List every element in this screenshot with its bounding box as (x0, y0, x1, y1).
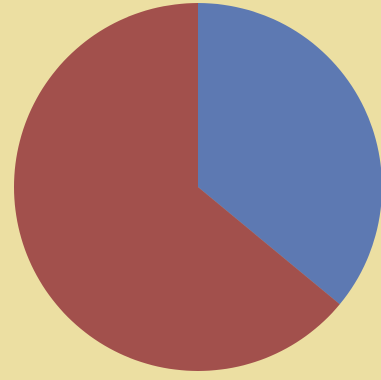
pie-slice-2 (13, 3, 340, 372)
pie-slice-1 (198, 3, 381, 305)
pie-slices (13, 3, 381, 372)
